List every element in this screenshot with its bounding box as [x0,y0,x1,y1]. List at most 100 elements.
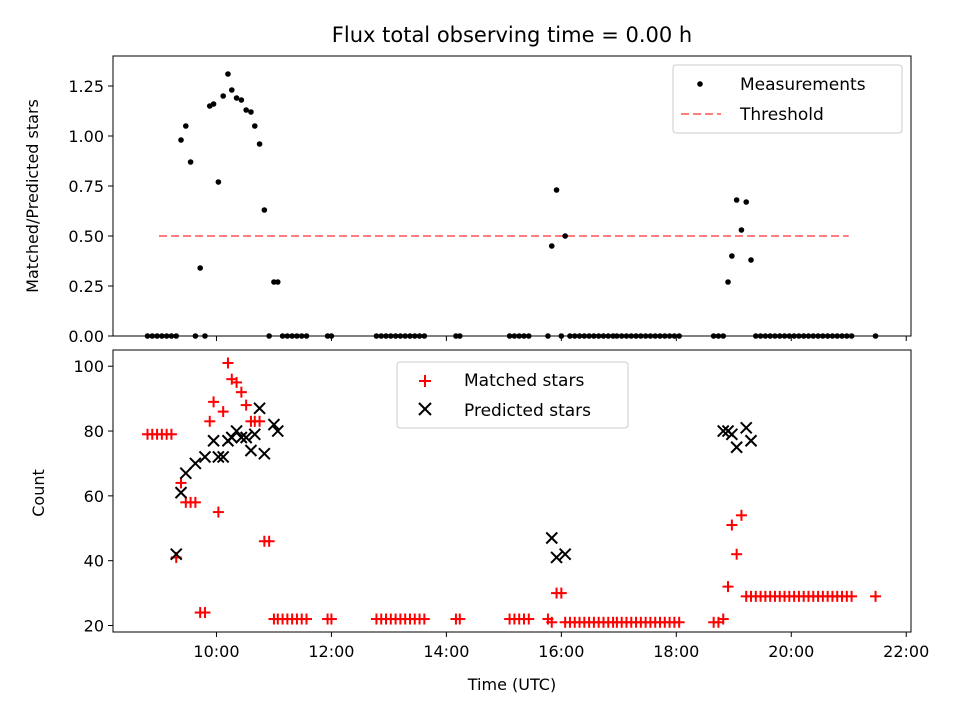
predicted-star-point [225,431,238,444]
matched-star-point [217,406,229,418]
measurement-point [251,123,258,129]
matched-star-point [726,519,738,531]
legend-matched-marker [419,375,431,387]
predicted-star-point [258,447,271,460]
matched-star-point [263,535,275,547]
x-tick-label: 16:00 [538,642,584,661]
matched-star-point [717,613,729,625]
measurement-point [183,123,189,129]
measurement-point [725,279,731,285]
top-y-tick-label: 0.75 [68,177,104,196]
predicted-star-point [170,547,183,561]
top-y-tick-label: 0.00 [68,327,104,346]
legend-measurements-marker [697,81,703,87]
x-tick-label: 22:00 [883,642,929,661]
x-tick-label: 20:00 [768,642,814,661]
measurement-point [733,197,740,203]
matched-star-point [199,607,211,619]
matched-star-point [240,399,252,411]
matched-star-point [722,581,734,593]
measurement-point [562,233,568,239]
predicted-star-point [207,434,220,447]
matched-star-point [301,613,313,625]
measurement-point [729,253,735,259]
predicted-star-point [244,444,258,457]
bottom-y-tick-label: 100 [73,357,104,376]
measurement-point [738,227,745,233]
measurement-point [178,137,184,143]
measurement-point [743,199,750,205]
matched-star-point [204,415,216,427]
measurement-point [210,101,217,107]
predicted-star-point [271,424,284,438]
measurement-point [215,179,222,185]
matched-star-point [673,616,685,628]
legend-predicted-label: Predicted stars [464,401,591,421]
matched-star-point [731,548,743,560]
bottom-y-ticks: 20 40 60 80 100 [73,357,113,636]
legend-measurements-label: Measurements [740,75,866,95]
bottom-legend-box [396,361,629,429]
top-y-tick-label: 1.00 [68,127,104,146]
predicted-star-point [717,424,730,438]
matched-star-point [189,496,201,508]
top-y-axis-label: Matched/Predicted stars [23,99,42,293]
legend-predicted-marker [418,402,432,416]
measurement-point [187,159,194,165]
predicted-star-point [550,551,563,564]
x-tick-label: 18:00 [653,642,699,661]
predicted-star-point [730,441,743,454]
predicted-star-point [267,418,281,431]
predicted-star-point [248,428,261,441]
predicted-star-point [725,428,739,441]
top-y-ticks: 0.00 0.25 0.50 0.75 1.00 1.25 [68,77,113,346]
measurement-point [748,257,754,263]
bottom-legend: Matched stars Predicted stars [396,361,629,429]
measurement-point [233,95,240,101]
predicted-star-point [230,424,243,438]
matched-star-point [212,506,224,518]
legend-matched-label: Matched stars [464,371,584,391]
matched-star-point [546,616,558,628]
matched-star-point [523,613,535,625]
predicted-star-point [744,434,758,447]
x-tick-label: 12:00 [308,642,354,661]
top-y-tick-label: 1.25 [68,77,104,96]
predicted-star-point [174,486,188,499]
measurement-point [274,279,281,285]
bottom-y-tick-label: 60 [84,487,104,506]
measurement-point [256,141,263,147]
matched-star-point [735,509,747,521]
measurement-point [243,107,249,113]
x-axis-label: Time (UTC) [467,675,556,694]
measurement-point [238,97,245,103]
bottom-y-axis-label: Count [29,469,48,517]
measurement-point [553,187,560,193]
bottom-y-tick-label: 80 [84,422,104,441]
matched-star-point [418,613,430,625]
bottom-plot-frame [112,349,912,633]
predicted-star-point [179,466,193,480]
predicted-star-point [189,457,202,470]
measurement-point [228,87,235,93]
measurement-point [271,279,277,285]
predicted-star-point [545,531,558,545]
matched-star-point [870,590,882,602]
predicted-star-point [235,431,248,444]
matched-star-point [325,613,337,625]
matched-star-point [231,376,243,388]
predicted-stars-series [170,402,758,564]
predicted-star-point [558,547,572,561]
top-x-ticks [215,336,907,341]
measurement-point [248,109,254,115]
chart-title: Flux total observing time = 0.00 h [332,23,692,47]
measurement-point [220,93,226,99]
top-legend-box [672,64,903,134]
measurement-point [548,243,555,249]
predicted-star-point [198,450,212,464]
x-tick-label: 10:00 [193,642,239,661]
top-legend: Measurements Threshold [672,64,903,134]
bottom-y-tick-label: 40 [84,552,104,571]
matched-star-point [846,590,858,602]
